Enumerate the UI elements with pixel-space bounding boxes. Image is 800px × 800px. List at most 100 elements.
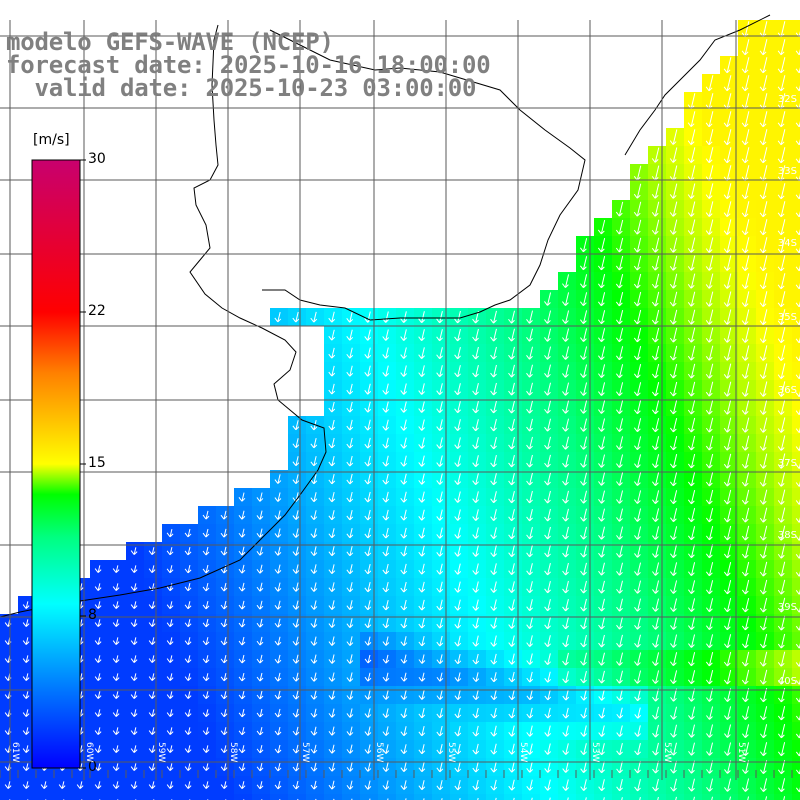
wind-arrow xyxy=(310,582,318,592)
wind-arrow xyxy=(579,274,588,289)
wind-arrow xyxy=(508,472,515,486)
wind-arrow xyxy=(310,600,318,610)
wind-arrow xyxy=(616,634,623,648)
wind-arrow xyxy=(669,381,678,397)
wind-arrow xyxy=(759,201,768,218)
wind-arrow xyxy=(705,580,714,595)
wind-arrow xyxy=(616,580,623,594)
wind-arrow xyxy=(490,455,497,468)
wind-arrow xyxy=(274,546,282,556)
wind-arrow xyxy=(310,456,318,467)
wind-arrow xyxy=(508,310,515,324)
wind-arrow xyxy=(633,346,642,361)
wind-arrow xyxy=(651,400,660,415)
wind-arrow xyxy=(256,781,264,790)
wind-arrow xyxy=(562,598,569,612)
wind-arrow xyxy=(490,346,497,360)
wind-arrow xyxy=(562,562,569,576)
wind-arrow xyxy=(705,183,714,199)
wind-arrow xyxy=(184,691,192,699)
wind-arrow xyxy=(94,727,102,735)
wind-arrow xyxy=(256,690,264,700)
wind-arrow xyxy=(580,707,588,719)
wind-arrow xyxy=(328,654,336,664)
wind-arrow xyxy=(526,725,534,737)
wind-arrow xyxy=(777,579,786,595)
wind-arrow xyxy=(472,743,480,755)
wind-arrow xyxy=(94,601,102,609)
wind-arrow xyxy=(508,617,516,629)
wind-arrow xyxy=(112,565,120,573)
wind-arrow xyxy=(562,580,569,594)
wind-arrow xyxy=(687,652,696,667)
wind-arrow xyxy=(598,689,606,701)
wind-arrow xyxy=(508,635,516,647)
wind-arrow xyxy=(310,672,318,682)
wind-arrow xyxy=(706,742,714,756)
wind-arrow xyxy=(777,75,786,92)
wind-arrow xyxy=(382,365,390,377)
wind-arrow xyxy=(705,327,714,343)
wind-arrow xyxy=(777,381,786,397)
wind-cell xyxy=(72,794,90,800)
wind-arrow xyxy=(651,201,660,217)
wind-arrow xyxy=(562,635,569,648)
wind-arrow xyxy=(598,743,605,756)
wind-arrow xyxy=(652,490,660,505)
wind-arrow xyxy=(651,183,660,199)
lon-label-59w: 59W xyxy=(156,742,166,763)
wind-arrow xyxy=(292,564,300,574)
wind-arrow xyxy=(400,563,408,575)
lon-label-61w: 61W xyxy=(10,742,20,763)
wind-arrow xyxy=(651,345,660,361)
wind-arrow xyxy=(310,636,318,646)
wind-arrow xyxy=(220,673,228,682)
wind-arrow xyxy=(562,743,570,755)
wind-arrow xyxy=(166,781,174,789)
wind-arrow xyxy=(148,763,156,771)
wind-arrow xyxy=(490,779,498,791)
wind-cell xyxy=(342,794,360,800)
wind-cell xyxy=(234,794,252,800)
wind-cell xyxy=(630,794,648,800)
wind-arrow xyxy=(382,672,390,682)
wind-arrow xyxy=(580,382,588,396)
wind-arrow xyxy=(364,618,372,629)
wind-arrow xyxy=(382,618,390,629)
wind-arrow xyxy=(400,654,408,664)
wind-arrow xyxy=(724,742,732,756)
wind-arrow xyxy=(112,601,120,609)
wind-arrow xyxy=(220,781,228,789)
wind-arrow xyxy=(508,509,515,522)
wind-arrow xyxy=(651,327,660,343)
wind-arrow xyxy=(508,563,515,576)
wind-arrow xyxy=(220,763,228,771)
wind-cell xyxy=(792,236,800,254)
wind-arrow xyxy=(723,651,732,667)
wind-arrow xyxy=(382,762,390,772)
wind-arrow xyxy=(364,654,372,664)
wind-arrow xyxy=(292,780,300,790)
wind-arrow xyxy=(777,363,786,379)
colorbar-tick-15: 15 xyxy=(88,455,106,471)
wind-arrow xyxy=(364,419,372,431)
wind-arrow xyxy=(723,327,732,343)
wind-arrow xyxy=(220,727,228,736)
wind-cell xyxy=(288,794,306,800)
wind-arrow xyxy=(454,599,462,611)
wind-arrow xyxy=(759,345,768,361)
wind-arrow xyxy=(651,237,660,253)
wind-arrow xyxy=(220,600,228,610)
wind-cell xyxy=(0,794,18,800)
wind-arrow xyxy=(759,489,768,505)
wind-arrow xyxy=(724,760,732,774)
wind-arrow xyxy=(777,525,786,541)
wind-arrow xyxy=(472,383,479,396)
wind-arrow xyxy=(724,724,732,738)
wind-arrow xyxy=(418,401,426,413)
wind-arrow xyxy=(490,599,498,611)
wind-arrow xyxy=(454,328,461,342)
lon-label-53w: 53W xyxy=(590,742,600,763)
wind-arrow xyxy=(274,780,282,790)
wind-arrow xyxy=(436,545,444,557)
